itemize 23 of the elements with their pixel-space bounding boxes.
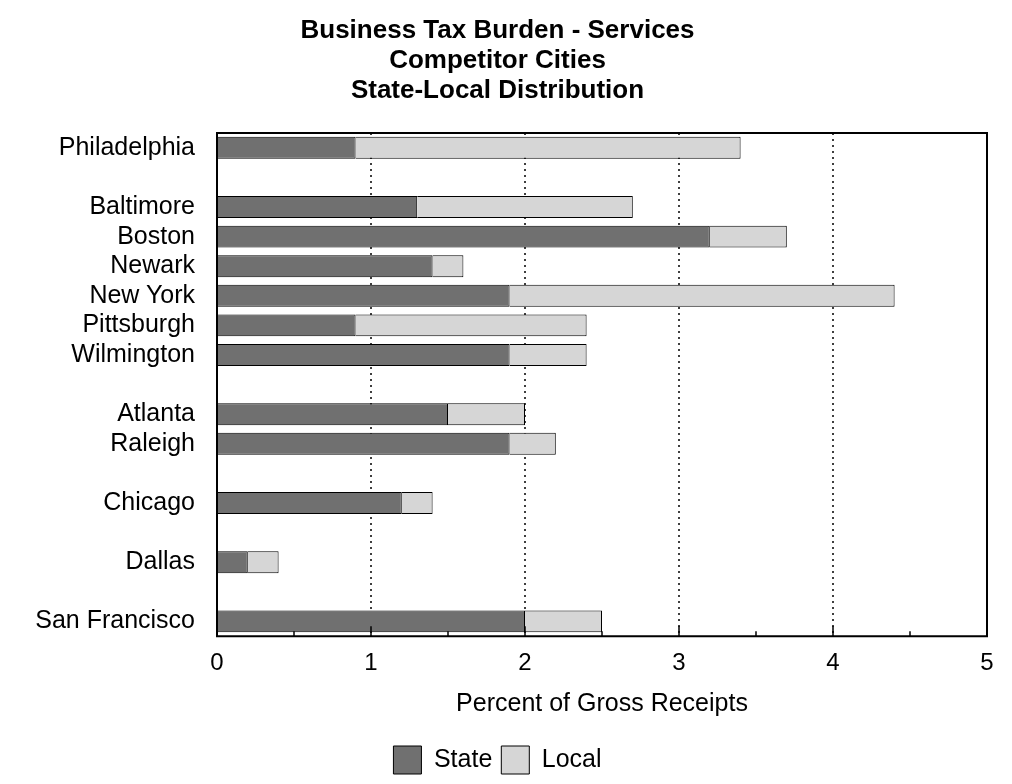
x-tick-label: 5 xyxy=(980,648,994,676)
y-tick-label: Boston xyxy=(117,220,195,249)
legend-label: Local xyxy=(541,743,602,772)
x-tick-label: 0 xyxy=(210,648,224,676)
chart-title: Business Tax Burden - Services xyxy=(300,14,695,45)
y-tick-label: Newark xyxy=(110,250,196,279)
x-tick-label: 2 xyxy=(518,648,532,676)
x-tick-label: 4 xyxy=(826,648,840,676)
y-tick-label: San Francisco xyxy=(35,605,195,634)
y-tick-label: New York xyxy=(89,279,196,308)
y-tick-label: Wilmington xyxy=(71,338,195,367)
x-axis-title: Percent of Gross Receipts xyxy=(456,687,748,716)
legend-label: State xyxy=(433,743,493,772)
y-tick-label: Pittsburgh xyxy=(82,309,195,338)
x-tick-label: 1 xyxy=(364,648,378,676)
chart-subtitle: Competitor Cities State-Local Distribution xyxy=(350,44,645,105)
y-tick-label: Philadelphia xyxy=(58,131,196,160)
y-tick-label: Baltimore xyxy=(89,190,195,219)
y-tick-label: Raleigh xyxy=(110,427,195,456)
y-tick-label: Atlanta xyxy=(117,398,196,427)
y-tick-label: Dallas xyxy=(125,546,195,575)
x-tick-label: 3 xyxy=(672,648,686,676)
y-tick-label: Chicago xyxy=(103,486,195,515)
